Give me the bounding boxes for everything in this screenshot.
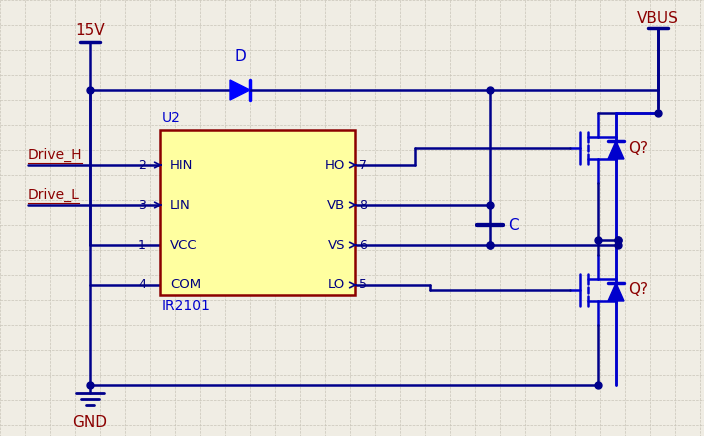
Text: 3: 3 xyxy=(138,198,146,211)
Text: HO: HO xyxy=(325,159,345,171)
Bar xyxy=(160,130,355,295)
Text: Drive_H: Drive_H xyxy=(28,148,82,162)
Text: Q?: Q? xyxy=(628,140,648,156)
Text: VS: VS xyxy=(327,238,345,252)
Text: LIN: LIN xyxy=(170,198,191,211)
Text: 15V: 15V xyxy=(75,23,105,38)
Polygon shape xyxy=(230,80,250,100)
Text: GND: GND xyxy=(73,415,108,430)
Text: 5: 5 xyxy=(359,279,367,292)
Text: 4: 4 xyxy=(138,279,146,292)
Text: D: D xyxy=(234,49,246,64)
Text: 8: 8 xyxy=(359,198,367,211)
Text: 6: 6 xyxy=(359,238,367,252)
Text: VCC: VCC xyxy=(170,238,198,252)
Text: LO: LO xyxy=(328,279,345,292)
Text: VB: VB xyxy=(327,198,345,211)
Text: 2: 2 xyxy=(138,159,146,171)
Text: 1: 1 xyxy=(138,238,146,252)
Text: 7: 7 xyxy=(359,159,367,171)
Text: Q?: Q? xyxy=(628,283,648,297)
Text: IR2101: IR2101 xyxy=(162,299,211,313)
Polygon shape xyxy=(608,141,624,159)
Text: Drive_L: Drive_L xyxy=(28,188,80,202)
Text: U2: U2 xyxy=(162,111,181,125)
Text: VBUS: VBUS xyxy=(637,11,679,26)
Text: C: C xyxy=(508,218,519,232)
Text: HIN: HIN xyxy=(170,159,194,171)
Polygon shape xyxy=(608,283,624,301)
Text: COM: COM xyxy=(170,279,201,292)
